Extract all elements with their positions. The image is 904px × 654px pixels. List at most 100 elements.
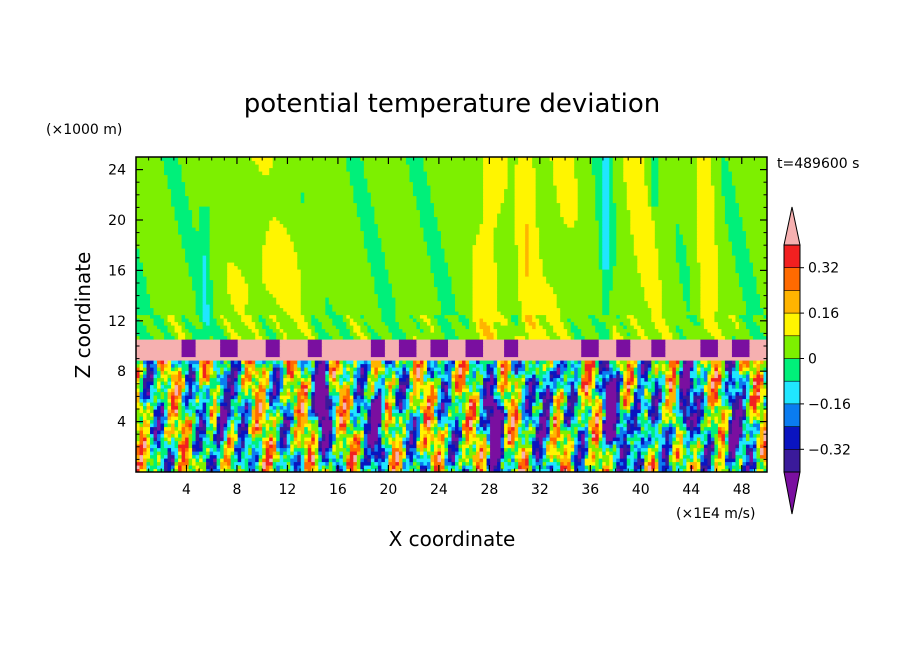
heatmap-cell — [490, 384, 495, 389]
heatmap-cell — [157, 419, 162, 424]
heatmap-cell — [290, 395, 295, 400]
heatmap-cell — [721, 360, 726, 365]
heatmap-cell — [735, 412, 744, 417]
heatmap-cell — [738, 468, 744, 472]
heatmap-cell — [598, 402, 603, 407]
heatmap-cell — [311, 426, 319, 431]
heatmap-cell — [227, 335, 232, 340]
heatmap-cell — [462, 461, 467, 466]
heatmap-cell — [199, 465, 207, 470]
heatmap-cell — [419, 360, 425, 365]
heatmap-cell — [651, 391, 656, 396]
heatmap-cell — [752, 335, 767, 340]
heatmap-cell — [223, 370, 232, 375]
heatmap-cell — [174, 444, 179, 449]
heatmap-cell — [185, 437, 190, 442]
heatmap-cell — [178, 426, 183, 431]
heatmap-cell — [230, 433, 239, 438]
heatmap-cell — [556, 367, 561, 372]
heatmap-cell — [759, 367, 765, 372]
heatmap-cell — [269, 395, 274, 400]
heatmap-cell — [588, 402, 593, 407]
heatmap-cell — [391, 395, 397, 400]
heatmap-cell — [430, 416, 435, 421]
heatmap-cell — [185, 412, 190, 417]
heatmap-cell — [419, 402, 428, 407]
heatmap-cell — [185, 370, 190, 375]
heatmap-cell — [412, 416, 418, 421]
heatmap-cell — [696, 465, 701, 470]
heatmap-cell — [237, 360, 242, 365]
heatmap-cell — [717, 398, 723, 403]
heatmap-cell — [567, 395, 572, 400]
heatmap-cell — [721, 461, 726, 466]
heatmap-cell — [658, 465, 663, 470]
heatmap-cell — [472, 391, 481, 396]
heatmap-cell — [619, 468, 624, 472]
heatmap-cell — [430, 437, 435, 442]
heatmap-cell — [626, 426, 631, 431]
heatmap-cell — [542, 465, 547, 470]
heatmap-cell — [556, 377, 561, 382]
heatmap-cell — [307, 405, 312, 410]
heatmap-cell — [370, 360, 382, 365]
heatmap-cell — [532, 388, 537, 393]
heatmap-cell — [416, 370, 421, 375]
heatmap-cell — [363, 458, 368, 463]
heatmap-cell — [539, 409, 544, 414]
heatmap-cell — [220, 395, 225, 400]
heatmap-cell — [651, 458, 656, 463]
heatmap-cell — [388, 409, 393, 414]
heatmap-cell — [749, 398, 758, 403]
heatmap-cell — [279, 426, 291, 431]
heatmap-cell — [405, 437, 411, 442]
heatmap-cell — [745, 447, 754, 452]
heatmap-cell — [458, 465, 463, 470]
heatmap-cell — [532, 426, 537, 431]
heatmap-cell — [651, 360, 656, 365]
heatmap-cell — [255, 430, 263, 435]
heatmap-cell — [237, 349, 267, 354]
heatmap-cell — [412, 405, 418, 410]
heatmap-cell — [553, 391, 558, 396]
heatmap-cell — [644, 454, 649, 459]
heatmap-cell — [164, 426, 172, 431]
heatmap-cell — [248, 430, 253, 435]
heatmap-cell — [181, 468, 186, 472]
heatmap-cell — [584, 388, 589, 393]
heatmap-cell — [391, 405, 397, 410]
heatmap-cell — [521, 451, 526, 456]
heatmap-cell — [493, 374, 498, 379]
heatmap-cell — [160, 381, 165, 386]
heatmap-cell — [738, 433, 744, 438]
heatmap-cell — [577, 458, 582, 463]
heatmap-cell — [304, 444, 309, 449]
heatmap-cell — [300, 440, 305, 445]
heatmap-cell — [567, 374, 575, 379]
heatmap-cell — [395, 405, 400, 410]
heatmap-cell — [560, 426, 568, 431]
heatmap-cell — [328, 377, 333, 382]
heatmap-cell — [300, 430, 305, 435]
heatmap-cell — [763, 405, 767, 410]
heatmap-cell — [476, 468, 481, 472]
heatmap-cell — [153, 405, 158, 410]
heatmap-cell — [525, 423, 530, 428]
heatmap-cell — [595, 454, 600, 459]
heatmap-cell — [584, 454, 589, 459]
heatmap-cell — [469, 433, 474, 438]
heatmap-cell — [724, 360, 733, 365]
heatmap-cell — [738, 398, 744, 403]
heatmap-cell — [328, 395, 333, 400]
heatmap-cell — [472, 458, 481, 463]
heatmap-cell — [668, 461, 673, 466]
heatmap-cell — [598, 454, 603, 459]
heatmap-cell — [223, 423, 228, 428]
heatmap-cell — [447, 412, 453, 417]
heatmap-cell — [237, 370, 242, 375]
heatmap-cell — [605, 391, 617, 396]
heatmap-cell — [658, 468, 663, 472]
heatmap-cell — [262, 451, 267, 456]
heatmap-cell — [539, 444, 544, 449]
heatmap-cell — [640, 419, 649, 424]
